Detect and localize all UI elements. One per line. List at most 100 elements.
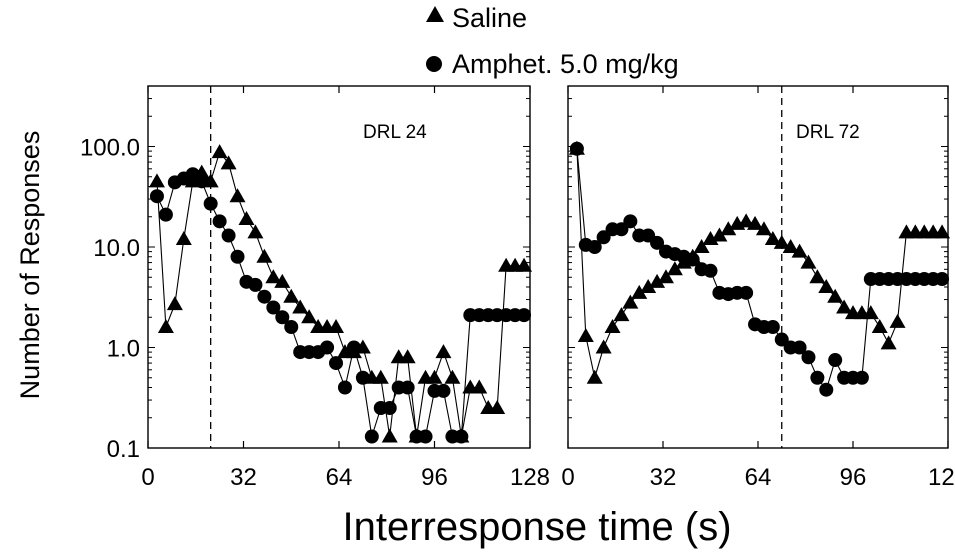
x-tick-label: 64: [326, 464, 353, 491]
data-point-triangle: [577, 328, 594, 343]
data-point-circle: [774, 332, 789, 347]
data-point-circle: [337, 380, 352, 395]
data-point-circle: [935, 272, 950, 287]
data-point-triangle: [229, 188, 246, 203]
data-point-circle: [149, 189, 164, 204]
data-point-triangle: [773, 234, 790, 249]
data-point-triangle: [934, 224, 951, 239]
data-point-triangle: [613, 307, 630, 322]
data-point-triangle: [435, 344, 452, 359]
data-point-triangle: [862, 305, 879, 320]
panel-label: DRL 72: [796, 122, 860, 143]
data-point-triangle: [238, 210, 255, 225]
x-tick-label: 32: [230, 464, 257, 491]
x-tick-label: 64: [745, 464, 772, 491]
x-tick-label: 0: [141, 464, 154, 491]
data-point-triangle: [889, 313, 906, 328]
x-tick-label: 96: [840, 464, 867, 491]
data-point-triangle: [274, 273, 291, 288]
data-point-triangle: [292, 299, 309, 314]
data-point-circle: [248, 277, 263, 292]
data-point-circle: [418, 429, 433, 444]
data-point-triangle: [444, 369, 461, 384]
data-point-circle: [221, 228, 236, 243]
data-point-circle: [819, 382, 834, 397]
panel-drl-72: 0 32 64 96 128 DRL 72: [561, 85, 955, 491]
data-point-circle: [346, 340, 361, 355]
data-point-circle: [703, 263, 718, 278]
legend-label-saline: Saline: [452, 3, 527, 33]
data-point-circle: [400, 380, 415, 395]
data-point-triangle: [764, 231, 781, 246]
data-point-circle: [158, 207, 173, 222]
data-point-circle: [230, 249, 245, 264]
data-point-circle: [739, 285, 754, 300]
data-point-triangle: [381, 428, 398, 443]
series-line-triangle: [156, 150, 524, 437]
x-tick-label: 32: [650, 464, 677, 491]
data-point-triangle: [256, 248, 273, 263]
data-point-circle: [810, 370, 825, 385]
data-point-triangle: [211, 144, 228, 159]
data-point-circle: [355, 370, 370, 385]
data-point-circle: [329, 356, 344, 371]
data-point-triangle: [782, 239, 799, 254]
data-point-triangle: [755, 221, 772, 236]
plot-frame: [567, 85, 949, 449]
data-point-circle: [765, 319, 780, 334]
data-point-triangle: [791, 243, 808, 258]
data-point-circle: [364, 429, 379, 444]
data-point-triangle: [372, 369, 389, 384]
data-point-triangle: [640, 278, 657, 293]
y-tick-label: 0.1: [107, 436, 140, 463]
data-point-circle: [623, 214, 638, 229]
data-point-triangle: [871, 318, 888, 333]
data-point-triangle: [595, 339, 612, 354]
panel-label: DRL 24: [363, 122, 427, 143]
panel-drl-24: 0 32 64 96 128 100.0 10.0 1.0 0.1 DRL 24: [80, 85, 550, 491]
data-point-circle: [275, 310, 290, 325]
data-point-triangle: [711, 227, 728, 242]
data-point-triangle: [328, 318, 345, 333]
legend-label-amphetamine: Amphet. 5.0 mg/kg: [452, 49, 679, 79]
data-point-triangle: [649, 273, 666, 288]
data-point-circle: [284, 319, 299, 334]
data-point-circle: [203, 196, 218, 211]
data-point-triangle: [800, 254, 817, 269]
data-point-circle: [212, 214, 227, 229]
data-point-triangle: [631, 284, 648, 299]
data-point-triangle: [586, 369, 603, 384]
data-point-triangle: [693, 239, 710, 254]
data-point-triangle: [666, 261, 683, 276]
data-point-triangle: [747, 215, 764, 230]
data-point-triangle: [247, 224, 264, 239]
data-point-triangle: [283, 288, 300, 303]
data-point-circle: [596, 230, 611, 245]
data-point-circle: [436, 383, 451, 398]
data-point-circle: [614, 222, 629, 237]
data-point-circle: [517, 308, 532, 323]
data-point-circle: [194, 174, 209, 189]
data-point-triangle: [157, 318, 174, 333]
x-tick-label: 128: [510, 464, 550, 491]
data-point-triangle: [657, 269, 674, 284]
data-point-triangle: [836, 299, 853, 314]
data-point-circle: [257, 289, 272, 304]
legend-triangle-marker: [426, 6, 444, 22]
data-point-triangle: [818, 278, 835, 293]
data-point-circle: [587, 240, 602, 255]
data-point-circle: [854, 370, 869, 385]
plot-frame: [147, 85, 531, 449]
y-axis-label: Number of Responses: [15, 131, 45, 400]
data-point-triangle: [426, 369, 443, 384]
data-point-circle: [266, 300, 281, 315]
data-point-triangle: [301, 309, 318, 324]
y-tick-label: 100.0: [80, 135, 140, 162]
data-point-triangle: [880, 335, 897, 350]
data-point-triangle: [220, 155, 237, 170]
data-point-triangle: [471, 379, 488, 394]
x-tick-label: 0: [561, 464, 574, 491]
series-line-circle: [576, 148, 943, 391]
data-point-circle: [792, 340, 807, 355]
data-point-triangle: [738, 213, 755, 228]
